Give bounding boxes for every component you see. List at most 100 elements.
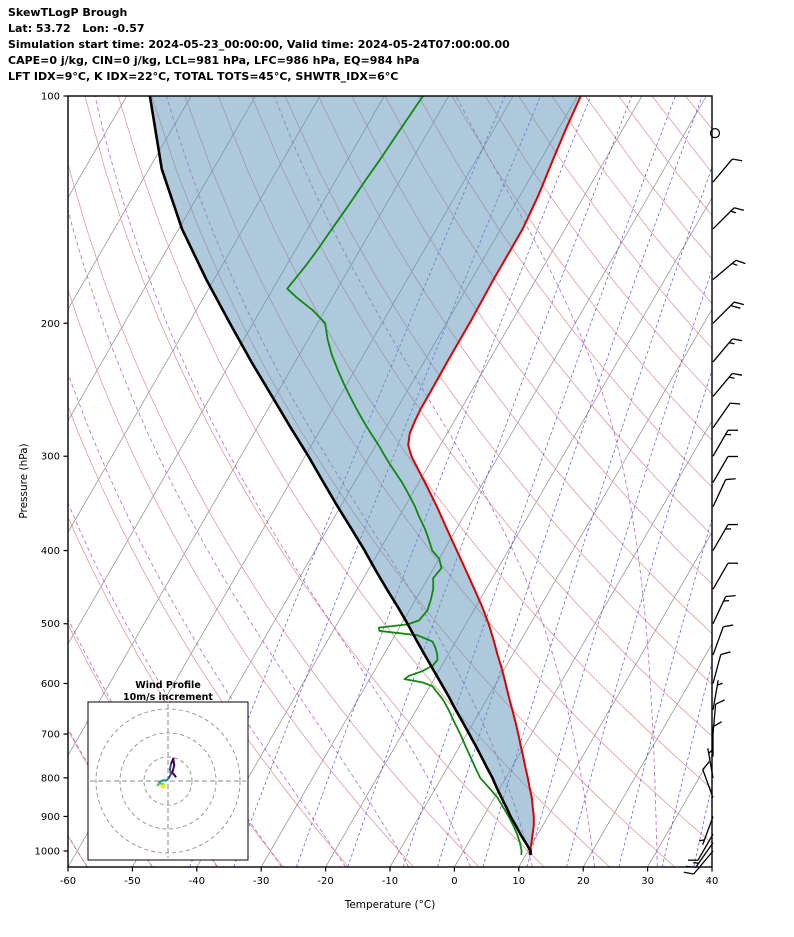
wind-barb-staff	[712, 479, 727, 508]
wind-barb-full-feather	[730, 304, 741, 309]
y-tick-label: 300	[41, 452, 60, 463]
dry-adiabat-line	[518, 96, 712, 349]
hodograph-ring	[119, 732, 217, 830]
dry-adiabat-line	[551, 96, 712, 304]
wind-barb-staff	[702, 769, 714, 798]
mixing-ratio-line	[295, 96, 592, 867]
mixing-ratio-line	[566, 368, 712, 867]
hodograph-subtitle: 10m/s increment	[123, 692, 213, 703]
x-tick-label: -40	[189, 876, 205, 887]
wind-barb-full-feather	[683, 871, 694, 875]
y-tick-label: 700	[41, 730, 60, 741]
wind-barb-half-feather	[730, 210, 737, 214]
isotherm-line	[454, 419, 712, 867]
wind-barb-staff	[712, 654, 722, 684]
isotherm-line	[260, 96, 707, 867]
mixing-ratio-line	[526, 268, 712, 867]
isotherm-line	[518, 531, 712, 867]
wind-barb-staff	[697, 833, 714, 861]
dry-adiabat-line	[584, 96, 712, 260]
isotherm-line	[582, 643, 712, 867]
dry-adiabat-line	[684, 96, 712, 130]
moist-adiabat-line	[273, 96, 596, 867]
parcel-environment-shade	[149, 96, 581, 855]
y-tick-label: 500	[41, 619, 60, 630]
dewpoint-line	[286, 96, 523, 855]
dry-adiabat-line	[284, 96, 712, 685]
wind-barb-staff	[707, 748, 714, 778]
wind-barb-staff	[693, 850, 714, 875]
moist-adiabat-line	[68, 208, 409, 867]
y-tick-label: 200	[41, 319, 60, 330]
temperature-line	[407, 96, 582, 856]
wind-barb-full-feather	[725, 478, 736, 481]
wind-barb-staff	[712, 158, 733, 183]
x-tick-label: -10	[382, 876, 398, 887]
wind-barb-half-feather	[698, 839, 705, 842]
x-tick-label: 0	[451, 876, 457, 887]
indices-line-1: CAPE=0 j/kg, CIN=0 j/kg, LCL=981 hPa, LF…	[8, 54, 420, 67]
hodograph-inset	[87, 701, 249, 861]
wind-barb-full-feather	[702, 761, 710, 770]
wind-barb-full-feather	[734, 301, 745, 306]
mixing-ratio-line	[437, 96, 703, 867]
wind-barb-staff	[712, 402, 731, 429]
moist-adiabat-line	[68, 371, 346, 867]
wind-barb-half-feather	[728, 342, 735, 345]
wind-barb-half-feather	[708, 749, 714, 754]
hodograph-trace-segment	[171, 764, 176, 774]
x-tick-label: 30	[641, 876, 654, 887]
mixing-ratio-line	[402, 96, 676, 867]
dry-adiabat-line	[351, 96, 712, 585]
mixing-ratio-line	[482, 166, 712, 867]
x-tick-label: 10	[512, 876, 525, 887]
wind-barb-half-feather	[728, 376, 735, 379]
hodograph-trace-segment	[171, 771, 177, 778]
hodograph-trace-segment	[172, 757, 176, 767]
wind-barbs	[683, 128, 746, 875]
location-line: Lat: 53.72 Lon: -0.57	[8, 22, 145, 35]
wind-barb-full-feather	[685, 865, 696, 868]
wind-barb-staff	[712, 562, 729, 590]
hodograph-ring	[95, 708, 241, 854]
x-axis-label: Temperature (°C)	[344, 899, 436, 911]
hodograph-title: Wind Profile	[135, 680, 201, 691]
chart-header: SkewTLogP Brough Lat: 53.72 Lon: -0.57 S…	[8, 5, 510, 85]
wind-barb-full-feather	[735, 259, 746, 265]
hodograph-trace-segment	[168, 762, 173, 770]
dry-adiabat-line	[68, 835, 88, 867]
wind-barb-full-feather	[712, 721, 722, 728]
time-line: Simulation start time: 2024-05-23_00:00:…	[8, 38, 510, 51]
wind-barb-half-feather	[717, 682, 723, 686]
dry-adiabat-line	[84, 96, 545, 867]
calm-wind-circle	[709, 128, 721, 139]
indices-line-2: LFT IDX=9°C, K IDX=22°C, TOTAL TOTS=45°C…	[8, 70, 399, 83]
wind-barb-full-feather	[732, 338, 743, 342]
y-axis-label: Pressure (hPa)	[18, 443, 30, 518]
wind-barb-full-feather	[723, 624, 734, 628]
wind-barb-full-feather	[725, 595, 736, 598]
y-tick-label: 600	[41, 679, 60, 690]
x-tick-label: -50	[124, 876, 140, 887]
wind-barb-full-feather	[715, 699, 725, 705]
mixing-ratio-line	[347, 96, 633, 867]
wind-barb-half-feather	[731, 262, 738, 266]
dry-adiabat-line	[117, 96, 610, 867]
x-tick-label: -60	[60, 876, 76, 887]
hodograph-ring	[143, 756, 193, 806]
wind-barb-full-feather	[730, 402, 741, 405]
y-tick-label: 1000	[35, 847, 60, 858]
x-tick-label: -20	[317, 876, 333, 887]
isotherm-line	[68, 96, 192, 311]
mixing-ratio-line	[661, 660, 712, 867]
wind-barb-staff	[712, 456, 729, 483]
dry-adiabat-line	[68, 162, 480, 867]
moist-adiabat-line	[68, 834, 88, 867]
parcel-line	[148, 96, 533, 855]
chart-title: SkewTLogP Brough	[8, 6, 128, 19]
wind-barb-staff	[712, 626, 724, 656]
